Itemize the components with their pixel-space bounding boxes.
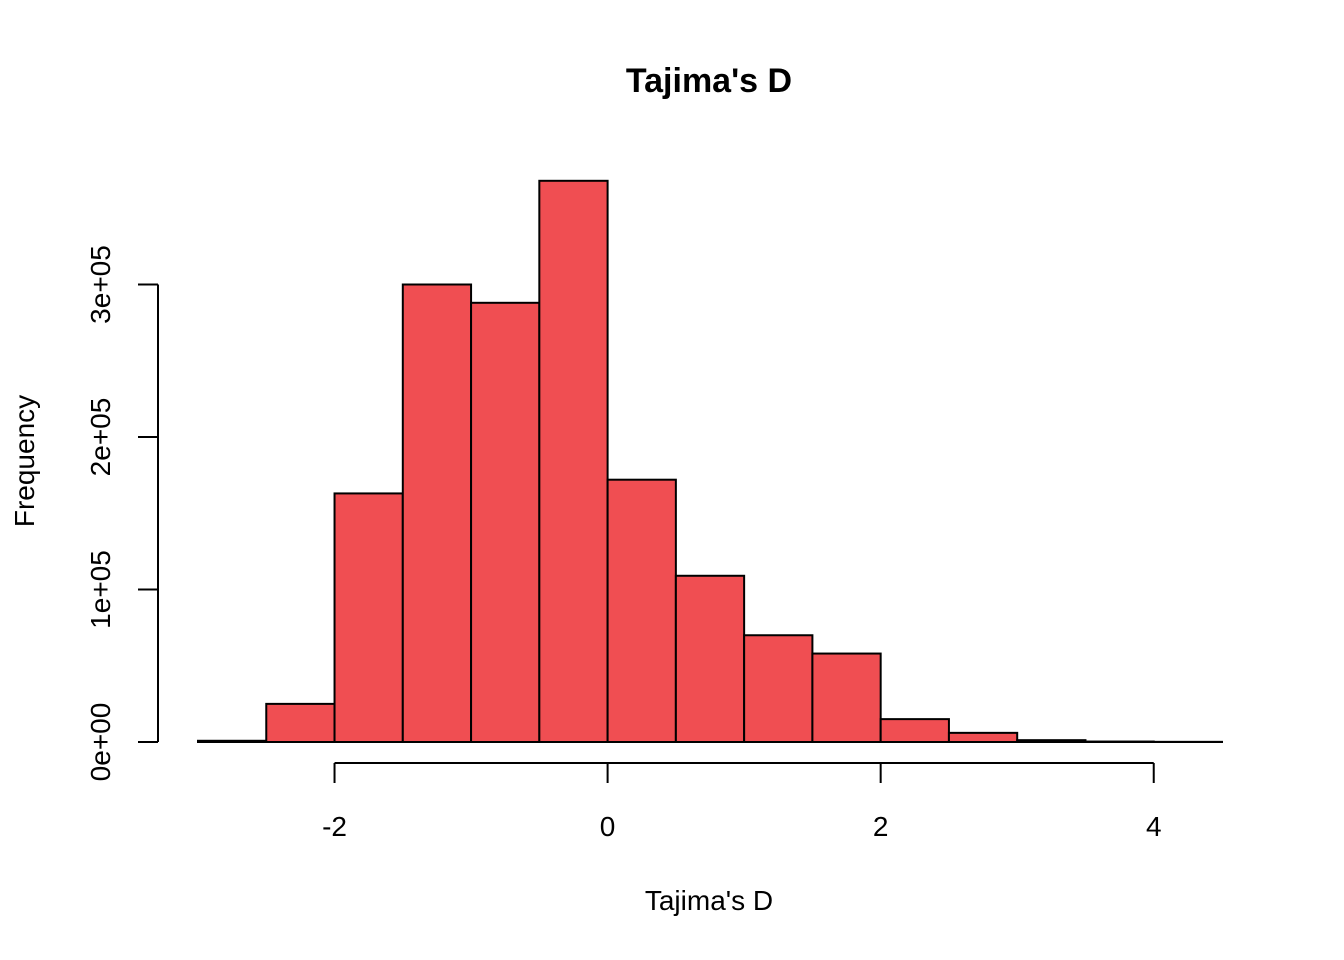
histogram-bar-3 bbox=[401, 283, 473, 743]
histogram-bar-11 bbox=[947, 731, 1019, 743]
bars-group bbox=[197, 179, 1223, 744]
histogram-bar-6 bbox=[606, 478, 677, 743]
y-tick-label-0: 0e+00 bbox=[85, 703, 116, 782]
x-tick-label-2: 2 bbox=[873, 811, 889, 842]
x-tick-label-0: -2 bbox=[322, 811, 347, 842]
histogram-bar-9 bbox=[811, 652, 882, 743]
x-tick-label-3: 4 bbox=[1146, 811, 1162, 842]
histogram-bar-2 bbox=[333, 492, 404, 743]
y-axis: 0e+00 1e+05 2e+05 3e+05 bbox=[85, 245, 159, 782]
histogram-bar-0 bbox=[197, 739, 268, 744]
y-tick-label-1: 1e+05 bbox=[85, 550, 116, 629]
histogram-bar-7 bbox=[674, 574, 746, 744]
x-axis: -2 0 2 4 bbox=[322, 762, 1162, 842]
histogram-bar-10 bbox=[879, 718, 950, 743]
histogram-bar-4 bbox=[470, 301, 541, 743]
x-axis-label: Tajima's D bbox=[645, 885, 773, 916]
histogram-bar-1 bbox=[265, 702, 336, 743]
y-axis-label: Frequency bbox=[9, 395, 40, 527]
x-tick-label-1: 0 bbox=[600, 811, 616, 842]
chart-title: Tajima's D bbox=[626, 62, 792, 100]
histogram-bar-12 bbox=[1016, 739, 1087, 743]
y-tick-label-3: 3e+05 bbox=[85, 245, 116, 324]
y-tick-label-2: 2e+05 bbox=[85, 398, 116, 477]
histogram-bar-8 bbox=[743, 634, 814, 743]
histogram-bar-5 bbox=[538, 179, 609, 744]
